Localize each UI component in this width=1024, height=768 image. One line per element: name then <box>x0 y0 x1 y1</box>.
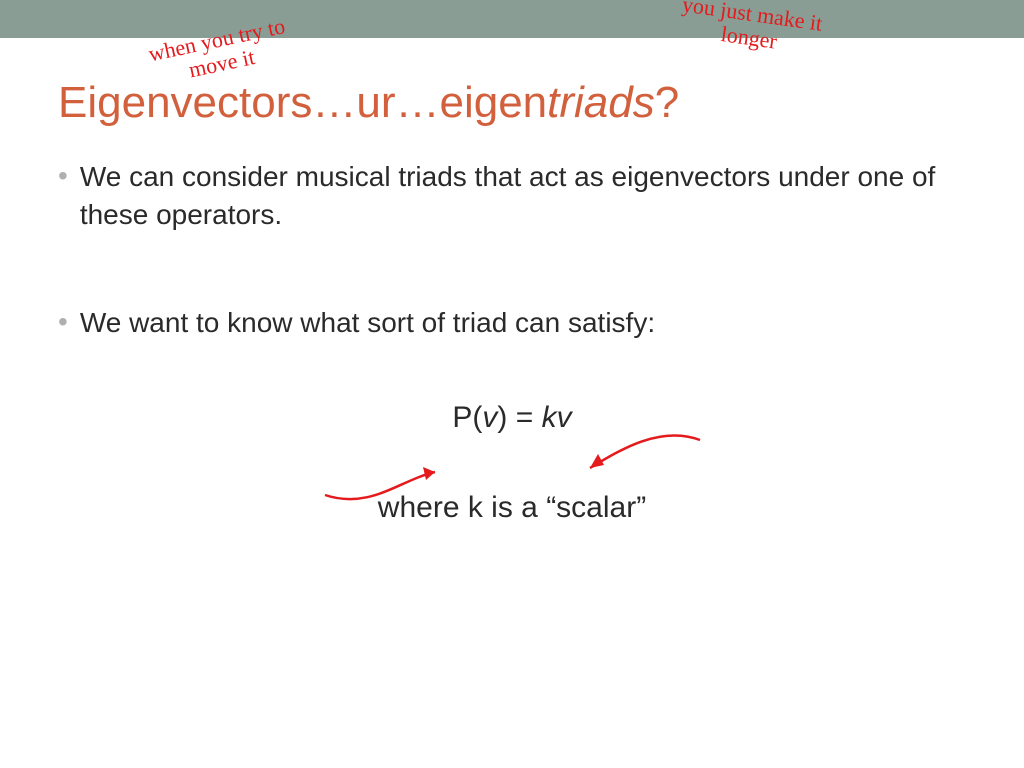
eq-p: P( <box>452 401 482 434</box>
eq-kv: kv <box>542 401 572 434</box>
bullet-item: • We want to know what sort of triad can… <box>58 304 966 342</box>
bullet-item: • We can consider musical triads that ac… <box>58 158 966 234</box>
slide-content: Eigenvectors…ur…eigentriads? • We can co… <box>0 38 1024 341</box>
bullet-text: We can consider musical triads that act … <box>80 158 966 234</box>
bullet-marker-icon: • <box>58 304 68 340</box>
spacer <box>58 244 966 304</box>
top-accent-bar <box>0 0 1024 38</box>
bullet-text: We want to know what sort of triad can s… <box>80 304 655 342</box>
title-part1: Eigenvectors…ur…eigen <box>58 78 547 127</box>
equation-area: P(v) = kv where k is a “scalar” <box>0 371 1024 581</box>
equation-main: P(v) = kv <box>452 401 571 435</box>
eq-v: v <box>482 401 497 434</box>
eq-mid: ) = <box>497 401 541 434</box>
scalar-text: where k is a “scalar” <box>0 491 1024 525</box>
title-italic: triads <box>547 78 655 127</box>
slide-title: Eigenvectors…ur…eigentriads? <box>58 78 966 128</box>
title-part3: ? <box>655 78 679 127</box>
bullet-marker-icon: • <box>58 158 68 194</box>
